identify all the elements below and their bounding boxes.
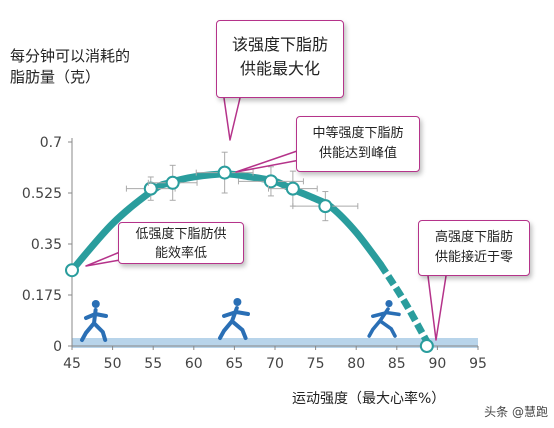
callout-moderate-tail: [235, 149, 301, 173]
data-point: [419, 339, 434, 353]
data-point: [217, 165, 232, 180]
y-tick-label: 0.175: [22, 288, 62, 304]
callout-high-tail: [427, 275, 447, 341]
jogger-figure: [218, 298, 250, 340]
x-tick-label: 45: [63, 356, 81, 372]
floor-band: [72, 338, 478, 348]
data-point: [263, 174, 278, 189]
x-axis-label: 运动强度（最大心率%）: [292, 391, 446, 407]
data-point: [165, 175, 180, 190]
data-point: [285, 181, 300, 196]
y-axis-label: 每分钟可以消耗的 脂肪量（克）: [10, 47, 131, 86]
data-point: [143, 181, 158, 196]
x-tick-label: 65: [225, 356, 243, 372]
callout-high: 高强度下脂肪 供能接近于零: [418, 220, 530, 276]
x-tick-label: 50: [104, 356, 122, 372]
y-tick-label: 0.525: [22, 186, 62, 202]
watermark: 头条 @慧跑: [484, 405, 548, 419]
y-tick-label: 0.35: [31, 237, 62, 253]
y-tick-label: 0: [53, 339, 62, 355]
x-tick-label: 60: [185, 356, 203, 372]
walker-figure: [80, 300, 108, 342]
callout-peak-tail: [223, 97, 241, 141]
data-point: [65, 263, 79, 278]
callout-low-tail: [85, 251, 121, 267]
x-tick-label: 95: [469, 356, 487, 372]
callout-peak: 该强度下脂肪 供能最大化: [216, 20, 344, 98]
data-point: [318, 199, 333, 214]
x-tick-label: 85: [388, 356, 406, 372]
x-tick-label: 55: [144, 356, 162, 372]
curve-dashed: [377, 262, 433, 348]
callout-moderate: 中等强度下脂肪 供能达到峰值: [296, 116, 420, 172]
x-tick-label: 90: [428, 356, 446, 372]
x-tick-label: 75: [307, 356, 325, 372]
callout-low: 低强度下脂肪供 能效率低: [118, 222, 244, 264]
y-tick-label: 0.7: [40, 135, 62, 151]
x-tick-label: 80: [347, 356, 365, 372]
runner-figure: [367, 300, 401, 338]
x-tick-label: 70: [266, 356, 284, 372]
